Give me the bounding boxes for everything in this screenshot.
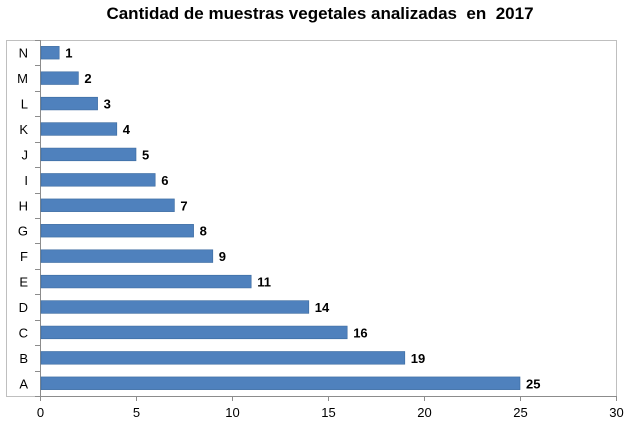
- x-tick-label: 25: [513, 405, 527, 420]
- bar-B: [40, 351, 406, 365]
- x-tick-label: 5: [133, 405, 140, 420]
- data-label: 14: [315, 300, 330, 315]
- bar-H: [40, 198, 175, 212]
- x-tick-label: 15: [321, 405, 335, 420]
- category-label: I: [24, 173, 28, 188]
- bar-M: [40, 71, 79, 85]
- data-label: 6: [161, 173, 168, 188]
- category-label: A: [19, 376, 28, 391]
- category-label: H: [19, 198, 28, 213]
- data-label: 1: [65, 46, 72, 61]
- data-label: 4: [123, 122, 131, 137]
- bar-D: [40, 300, 310, 314]
- data-label: 25: [526, 376, 540, 391]
- category-label: G: [18, 224, 28, 239]
- data-label: 2: [84, 71, 91, 86]
- category-label: E: [19, 275, 28, 290]
- bar-F: [40, 249, 214, 263]
- data-label: 19: [411, 351, 425, 366]
- chart-title: Cantidad de muestras vegetales analizada…: [106, 4, 534, 23]
- data-label: 11: [257, 275, 271, 290]
- category-label: C: [19, 325, 28, 340]
- x-tick-label: 0: [37, 405, 44, 420]
- data-label: 3: [104, 97, 111, 112]
- x-tick-label: 10: [225, 405, 239, 420]
- bars: [40, 46, 521, 390]
- bar-L: [40, 96, 98, 111]
- x-tick-label: 20: [417, 405, 431, 420]
- data-label: 9: [219, 249, 226, 264]
- bar-J: [40, 147, 137, 162]
- category-label: B: [19, 351, 28, 366]
- category-label: M: [17, 71, 28, 86]
- axes: 0 5 10 15 20 25 30: [35, 40, 624, 420]
- category-label: J: [22, 147, 29, 162]
- category-label: D: [19, 300, 28, 315]
- bar-G: [40, 224, 194, 238]
- bar-N: [40, 46, 60, 60]
- bar-K: [40, 122, 118, 136]
- labels: A 25 B 19 C 16 D 14 E 11 F 9 G 8 H 7 I 6 J 5 K 4 L 3 M 2 N 1: [17, 46, 540, 392]
- data-label: 5: [142, 147, 149, 162]
- bar-C: [40, 325, 348, 340]
- bar-E: [40, 274, 252, 289]
- bar-I: [40, 173, 156, 187]
- category-label: L: [21, 97, 28, 112]
- category-label: F: [20, 249, 28, 264]
- plot-frame: [6, 40, 617, 397]
- category-label: N: [19, 46, 28, 61]
- data-label: 7: [180, 198, 187, 213]
- bar-A: [40, 376, 521, 390]
- data-label: 16: [353, 325, 367, 340]
- x-tick-label: 30: [609, 405, 623, 420]
- data-label: 8: [200, 224, 207, 239]
- category-label: K: [19, 122, 28, 137]
